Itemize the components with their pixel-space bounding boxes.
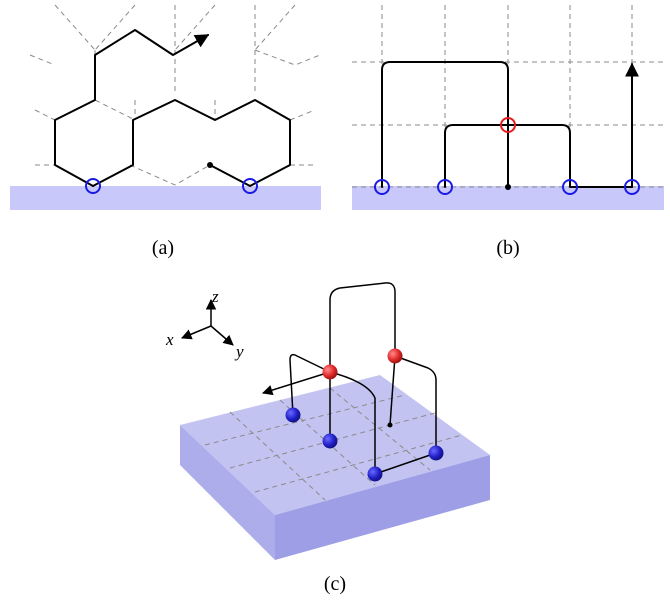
blue-sphere	[322, 433, 338, 449]
boundary-slab	[180, 375, 490, 560]
caption-c: (c)	[324, 573, 346, 595]
endpoint-dot-a	[207, 162, 213, 168]
red-circle-marker	[500, 117, 516, 133]
blue-sphere	[367, 466, 383, 482]
slab-side	[275, 455, 490, 560]
blue-circle-marker	[242, 178, 258, 194]
caption-b: (b)	[496, 237, 519, 259]
path-a-lower	[92, 99, 291, 187]
blue-circle-marker	[85, 178, 101, 194]
red-sphere	[322, 364, 338, 380]
panel-a: (a)	[10, 4, 321, 259]
path-a	[54, 29, 210, 187]
axis-triad: z x y	[165, 287, 244, 361]
endpoint-dot-c	[387, 422, 393, 428]
blue-sphere	[428, 445, 444, 461]
axis-y-label: y	[234, 342, 244, 361]
blue-circle-marker	[562, 179, 578, 195]
blue-circle-marker	[437, 179, 453, 195]
axis-x-label: x	[165, 330, 174, 349]
axis-z-label: z	[211, 287, 219, 306]
path-b-inner	[444, 124, 633, 188]
boundary-strip-a	[10, 186, 321, 210]
panel-c: z x y (c)	[165, 282, 490, 595]
blue-sphere	[285, 407, 301, 423]
path-b-outer	[381, 61, 509, 188]
red-sphere	[387, 348, 403, 364]
blue-circle-marker	[374, 179, 390, 195]
hex-lattice	[29, 4, 321, 186]
slab-front	[180, 425, 275, 560]
panel-b: (b)	[352, 5, 664, 259]
arrow-c	[261, 371, 331, 396]
caption-a: (a)	[152, 237, 174, 259]
paths-3d	[261, 282, 437, 475]
endpoint-dot-b	[505, 184, 511, 190]
blue-circle-marker	[624, 179, 640, 195]
